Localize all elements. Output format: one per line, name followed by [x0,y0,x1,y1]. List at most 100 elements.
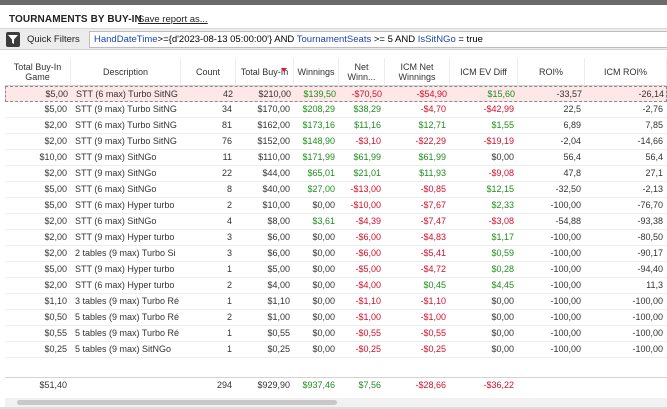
cell-desc: 3 tables (9 max) Turbo Ré [75,296,180,306]
table-row[interactable]: $2,00 STT (9 max) Turbo SitNG 76 $152,00 $14… [5,134,667,150]
cell-buyin: $2,00 [44,168,67,178]
cell-roi: -100,00 [550,200,581,210]
cell-icmev: $1,55 [491,120,514,130]
column-header-roi[interactable]: ROI% [518,58,585,86]
cell-icmroi: -14,66 [637,136,663,146]
cell-roi: -54,88 [555,216,581,226]
table-row[interactable]: $1,10 3 tables (9 max) Turbo Ré 1 $1,10 $0,0… [5,294,667,310]
cell-count: 11 [222,152,232,162]
cell-net: $38,29 [353,104,381,114]
table-row[interactable]: $0,55 5 tables (9 max) Turbo Ré 1 $0,55 $0,0… [5,326,667,342]
cell-net: -$6,00 [355,248,381,258]
cell-roi: -100,00 [550,280,581,290]
column-header-icmnet[interactable]: ICM Net Winnings [385,58,450,86]
cell-count: 2 [226,312,232,322]
filter-icon[interactable] [6,32,20,47]
scrollbar-thumb[interactable] [17,400,337,405]
cell-icmev: $0,59 [491,248,514,258]
report-title: TOURNAMENTS BY BUY-IN [9,14,142,25]
cell-buyin: $2,00 [44,248,67,258]
cell-roi: 47,8 [563,168,581,178]
cell-win: $0,00 [312,296,335,306]
cell-total: $5,00 [267,264,290,274]
cell-count: 1 [226,264,232,274]
cell-icmroi: -100,00 [632,328,663,338]
cell-icmev: $15,60 [487,89,515,99]
cell-net: -$0,25 [355,344,381,354]
column-header-count[interactable]: Count [181,58,236,86]
cell-net: -$10,00 [350,200,381,210]
cell-roi: 56,4 [563,152,581,162]
cell-count: 1 [226,328,232,338]
cell-icmnet: $12,71 [418,120,446,130]
cell-total: $40,00 [262,184,290,194]
table-row[interactable]: $10,00 STT (9 max) SitNGo 11 $110,00 $171,99… [5,150,667,166]
cell-roi: -100,00 [550,328,581,338]
cell-net: -$1,10 [355,296,381,306]
cell-icmnet: -$7,67 [420,200,446,210]
total-total: $929,90 [257,380,290,390]
cell-roi: 22,5 [563,104,581,114]
table-row[interactable]: $2,00 STT (9 max) Hyper turbo 3 $6,00 $0,00 -… [5,230,667,246]
cell-roi: 6,89 [563,120,581,130]
total-desc [71,378,181,393]
column-header-total[interactable]: Total Buy-In [236,58,294,86]
horizontal-scrollbar[interactable] [5,398,667,407]
filter-expression-input[interactable]: HandDateTime>={d'2023-08-13 05:00:00'} A… [89,31,667,48]
table-row[interactable]: $2,00 STT (6 max) Turbo SitNG 81 $162,00 $17… [5,118,667,134]
cell-desc: STT (6 max) Hyper turbo [75,280,175,290]
table-row[interactable]: $5,00 STT (6 max) Hyper turbo 2 $10,00 $0,00… [5,198,667,214]
cell-win: $65,01 [307,168,335,178]
cell-icmroi: 11,3 [646,280,663,290]
cell-total: $110,00 [258,152,290,162]
cell-count: 1 [226,344,232,354]
column-header-desc[interactable]: Description [71,58,181,86]
table-row[interactable]: $5,00 STT (9 max) Turbo SitNG 34 $170,00 $20… [5,102,667,118]
filter-keyword: IsSitNGo [417,34,456,45]
cell-total: $1,10 [267,296,290,306]
cell-net: -$6,00 [355,232,381,242]
cell-net: -$4,39 [355,216,381,226]
window-top-bar [0,0,667,5]
cell-icmroi: -94,40 [637,264,663,274]
cell-roi: -100,00 [550,296,581,306]
table-row[interactable]: $2,00 STT (6 max) SitNGo 4 $8,00 $3,61 -$4,39… [5,214,667,230]
cell-win: $0,00 [312,312,335,322]
column-header-label: Count [195,67,221,77]
table-row[interactable]: $5,00 STT (6 max) Turbo SitNG 42 $210,00 $13… [5,86,667,102]
quick-filters-button[interactable]: Quick Filters [27,34,80,45]
table-row[interactable]: $0,50 5 tables (9 max) Turbo Ré 2 $1,00 $0,0… [5,310,667,326]
sort-descending-icon [281,68,287,72]
cell-net: -$5,00 [355,264,381,274]
table-row[interactable]: $2,00 STT (6 max) Hyper turbo 2 $4,00 $0,00 -… [5,278,667,294]
cell-buyin: $0,50 [44,312,67,322]
table-row[interactable]: $0,25 5 tables (9 max) SitNGo 1 $0,25 $0,00 -… [5,342,667,358]
cell-total: $152,00 [257,136,290,146]
column-header-net[interactable]: Net Winn... [339,58,385,86]
column-header-buyin[interactable]: Total Buy-In Game [5,58,71,86]
column-header-icmroi[interactable]: ICM ROI% [585,58,667,86]
cell-win: $3,61 [312,216,335,226]
column-header-icmev[interactable]: ICM EV Diff [450,58,518,86]
totals-row: $51,40 294 $929,90 $937,46 $7,56 -$28,66 -$36,… [5,377,667,394]
cell-desc: STT (9 max) SitNGo [75,152,157,162]
table-row[interactable]: $5,00 STT (6 max) SitNGo 8 $40,00 $27,00 -$13… [5,182,667,198]
cell-desc: 5 tables (9 max) SitNGo [75,344,172,354]
total-buyin: $51,40 [39,380,67,390]
cell-icmnet: -$22,29 [415,136,446,146]
cell-net: $61,99 [353,152,381,162]
cell-buyin: $2,00 [44,136,67,146]
table-row[interactable]: $2,00 STT (9 max) SitNGo 22 $44,00 $65,01 $21… [5,166,667,182]
cell-icmnet: -$4,83 [420,232,446,242]
cell-count: 81 [221,120,232,130]
column-header-win[interactable]: Winnings [294,58,339,86]
cell-net: $21,01 [353,168,381,178]
table-row[interactable]: $5,00 STT (9 max) Hyper turbo 1 $5,00 $0,00 -… [5,262,667,278]
cell-win: $173,16 [302,120,335,130]
cell-icmroi: -2,13 [642,184,663,194]
cell-roi: -33,57 [556,89,582,99]
save-report-link[interactable]: Save report as... [138,14,208,25]
table-row[interactable]: $2,00 2 tables (9 max) Turbo Si 3 $6,00 $0,0… [5,246,667,262]
cell-icmev: $0,00 [491,296,514,306]
cell-win: $208,29 [302,104,335,114]
